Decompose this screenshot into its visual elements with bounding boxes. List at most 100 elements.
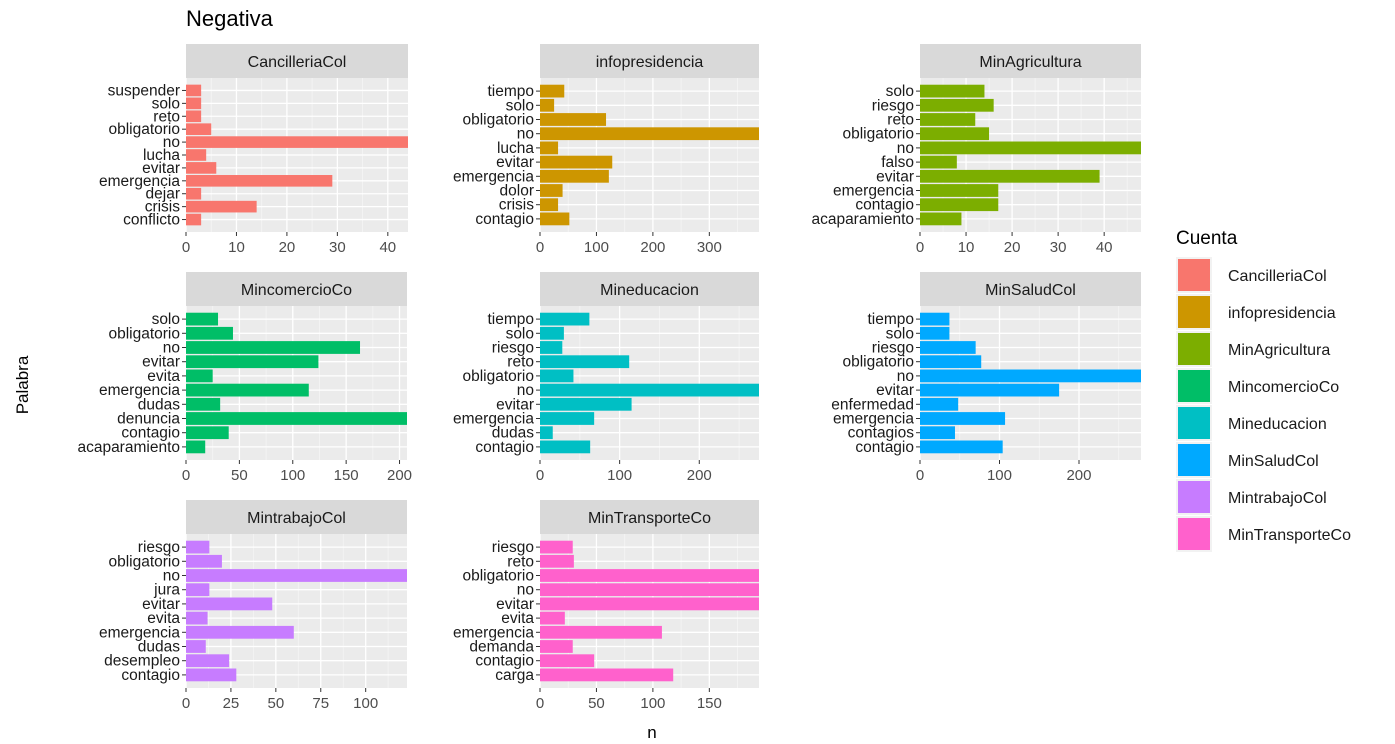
x-tick-label: 0 [182,467,190,484]
y-tick-label: demanda [469,639,534,656]
x-tick-label: 10 [228,239,245,256]
bar-suspender [186,84,202,97]
y-tick-label: evitar [496,596,534,613]
legend-label: CancilleriaCol [1228,268,1327,285]
legend-item-mintransporteco: MinTransporteCo [1176,516,1351,552]
bar-dudas [540,426,553,440]
legend-label: MinSaludCol [1228,453,1319,470]
legend-swatch [1178,370,1210,402]
bar-riesgo [186,540,210,554]
bar-desempleo [186,654,230,668]
panel-minsaludcol: MinSaludCol 0 100 200 tiemposoloriesgoobliga… [831,272,1141,484]
y-tick-label: emergencia [99,382,180,399]
bar-carga [540,668,674,682]
y-tick-label: riesgo [138,539,180,556]
y-tick-label: emergencia [453,411,534,428]
y-tick-label: evitar [142,354,180,371]
bar-crisis [186,200,257,213]
y-tick-label: solo [886,325,914,342]
legend-label: MincomercioCo [1228,379,1339,396]
bar-evitar [540,597,759,611]
bar-contagio [186,426,229,440]
legend-swatch [1178,296,1210,328]
y-tick-label: solo [506,325,534,342]
y-tick-label: no [163,568,180,585]
y-tick-label: contagio [121,667,180,684]
y-tick-label: dudas [492,425,534,442]
y-tick-label: lucha [143,147,180,164]
x-tick-label: 0 [916,467,924,484]
y-tick-label: no [897,140,914,157]
bar-emergencia [540,169,609,183]
x-tick-label: 200 [387,467,412,484]
y-tick-label: contagios [848,425,915,442]
y-tick-label: crisis [145,199,181,216]
x-tick-label: 10 [958,239,975,256]
x-tick-label: 100 [640,695,665,712]
x-tick-label: 0 [536,695,544,712]
bar-solo [186,312,219,326]
panel-mineducacion: Mineducacion 0 100 200 tiemposoloriesgoretoo… [453,272,759,484]
legend-label: MinAgricultura [1228,342,1330,359]
bar-evitar [920,383,1060,397]
legend-item-cancilleriacol: CancilleriaCol [1176,257,1327,293]
bar-denuncia [186,412,407,425]
bar-no [186,569,407,582]
y-tick-label: obligatorio [108,325,180,342]
bar-contagio [540,440,591,454]
y-tick-label: riesgo [492,539,534,556]
y-tick-label: solo [506,97,534,114]
y-tick-label: no [517,382,534,399]
bar-obligatorio [540,369,574,383]
x-tick-label: 20 [279,239,296,256]
bar-obligatorio [186,554,222,568]
x-tick-label: 100 [584,239,609,256]
y-tick-label: reto [507,354,534,371]
y-tick-label: dudas [138,396,180,413]
bar-reto [920,113,976,126]
y-tick-label: contagio [475,439,534,456]
bar-evitar [186,162,217,174]
x-axis-label: n [647,723,656,742]
y-tick-label: emergencia [833,183,914,200]
bar-tiempo [540,84,565,98]
bar-solo [920,326,950,340]
y-tick-label: tiempo [487,311,534,328]
bar-obligatorio [186,123,212,135]
bar-evitar [920,169,1100,183]
panel-mintrabajocol: MintrabajoCol 0 25 50 75 100 riesgoobligatorio… [99,500,407,712]
y-tick-label: emergencia [833,411,914,428]
panel-background [540,78,759,232]
legend-label: Mineducacion [1228,416,1327,433]
bar-evita [186,369,213,383]
y-tick-label: obligatorio [462,568,534,585]
y-tick-label: reto [887,112,914,129]
y-tick-label: obligatorio [842,126,914,143]
legend-item-mintrabajocol: MintrabajoCol [1176,479,1327,515]
x-tick-label: 30 [329,239,346,256]
y-tick-label: evitar [142,596,180,613]
bar-reto [186,110,202,123]
bar-enfermedad [920,397,959,411]
bar-falso [920,155,957,169]
bar-emergencia [540,412,595,425]
bar-demanda [540,640,573,653]
y-tick-label: riesgo [872,97,914,114]
legend-title: Cuenta [1176,228,1238,249]
x-tick-label: 50 [588,695,605,712]
x-tick-label: 0 [916,239,924,256]
legend-item-minagricultura: MinAgricultura [1176,331,1330,367]
y-tick-label: crisis [499,197,535,214]
legend-item-mincomercioco: MincomercioCo [1176,368,1339,404]
bar-reto [540,355,630,369]
facet-strip-label: infopresidencia [596,54,704,71]
x-tick-label: 200 [1066,467,1091,484]
y-tick-label: emergencia [453,624,534,641]
y-tick-label: jura [153,582,180,599]
bar-dejar [186,187,202,200]
legend-swatch [1178,407,1210,439]
facet-strip-label: MintrabajoCol [247,510,346,527]
x-tick-label: 100 [353,695,378,712]
